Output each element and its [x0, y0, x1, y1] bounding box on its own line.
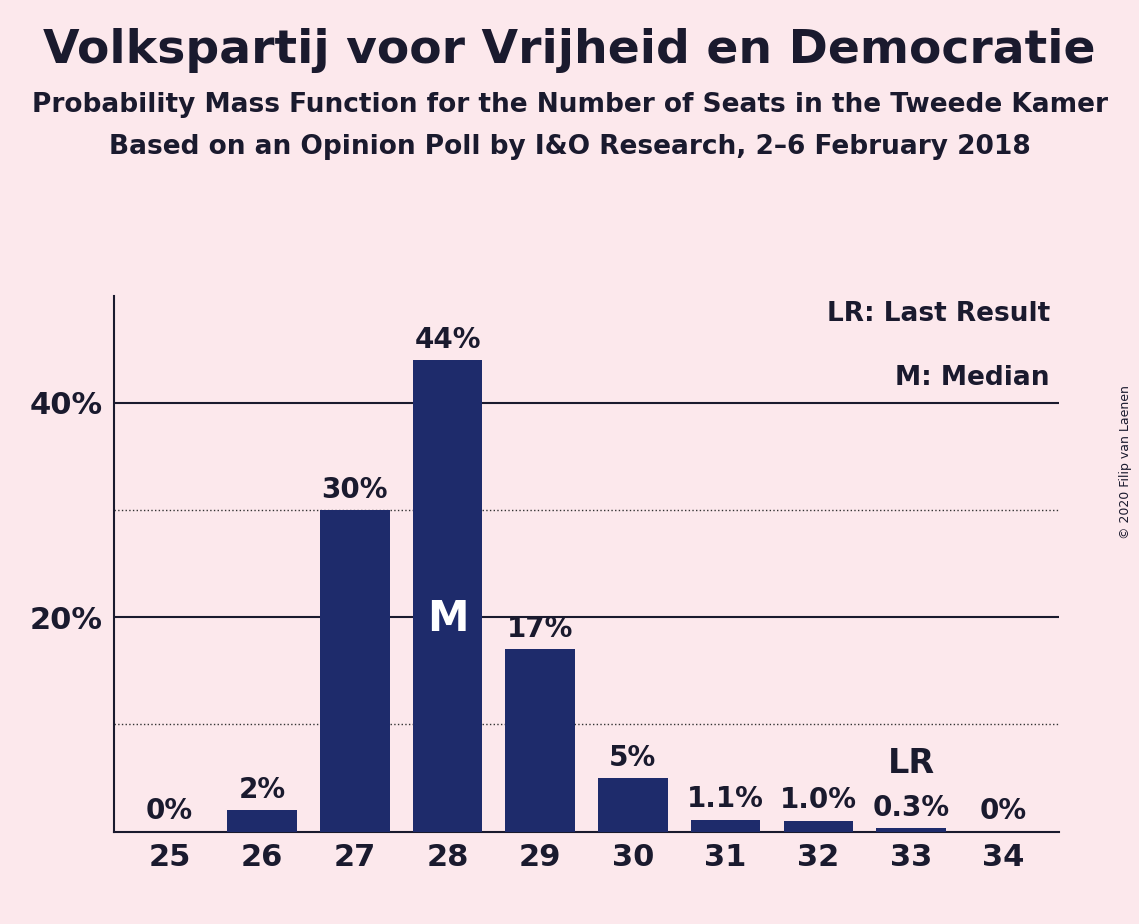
Text: LR: LR: [887, 748, 934, 780]
Bar: [876, 829, 945, 832]
Bar: [320, 510, 390, 832]
Text: 30%: 30%: [321, 476, 388, 504]
Text: 1.1%: 1.1%: [687, 785, 764, 813]
Text: Volkspartij voor Vrijheid en Democratie: Volkspartij voor Vrijheid en Democratie: [43, 28, 1096, 73]
Text: 0%: 0%: [146, 797, 194, 825]
Text: Probability Mass Function for the Number of Seats in the Tweede Kamer: Probability Mass Function for the Number…: [32, 92, 1107, 118]
Text: Based on an Opinion Poll by I&O Research, 2–6 February 2018: Based on an Opinion Poll by I&O Research…: [108, 134, 1031, 160]
Text: M: M: [427, 599, 468, 640]
Text: 1.0%: 1.0%: [780, 786, 857, 814]
Bar: [506, 650, 575, 832]
Text: © 2020 Filip van Laenen: © 2020 Filip van Laenen: [1118, 385, 1132, 539]
Bar: [784, 821, 853, 832]
Bar: [228, 810, 297, 832]
Text: M: Median: M: Median: [895, 365, 1050, 392]
Bar: [691, 820, 761, 832]
Bar: [412, 360, 482, 832]
Text: 2%: 2%: [239, 776, 286, 804]
Text: 44%: 44%: [415, 325, 481, 354]
Text: 0%: 0%: [980, 797, 1027, 825]
Bar: [598, 778, 667, 832]
Text: 5%: 5%: [609, 744, 656, 772]
Text: 17%: 17%: [507, 615, 573, 643]
Text: LR: Last Result: LR: Last Result: [827, 301, 1050, 327]
Text: 0.3%: 0.3%: [872, 794, 950, 822]
